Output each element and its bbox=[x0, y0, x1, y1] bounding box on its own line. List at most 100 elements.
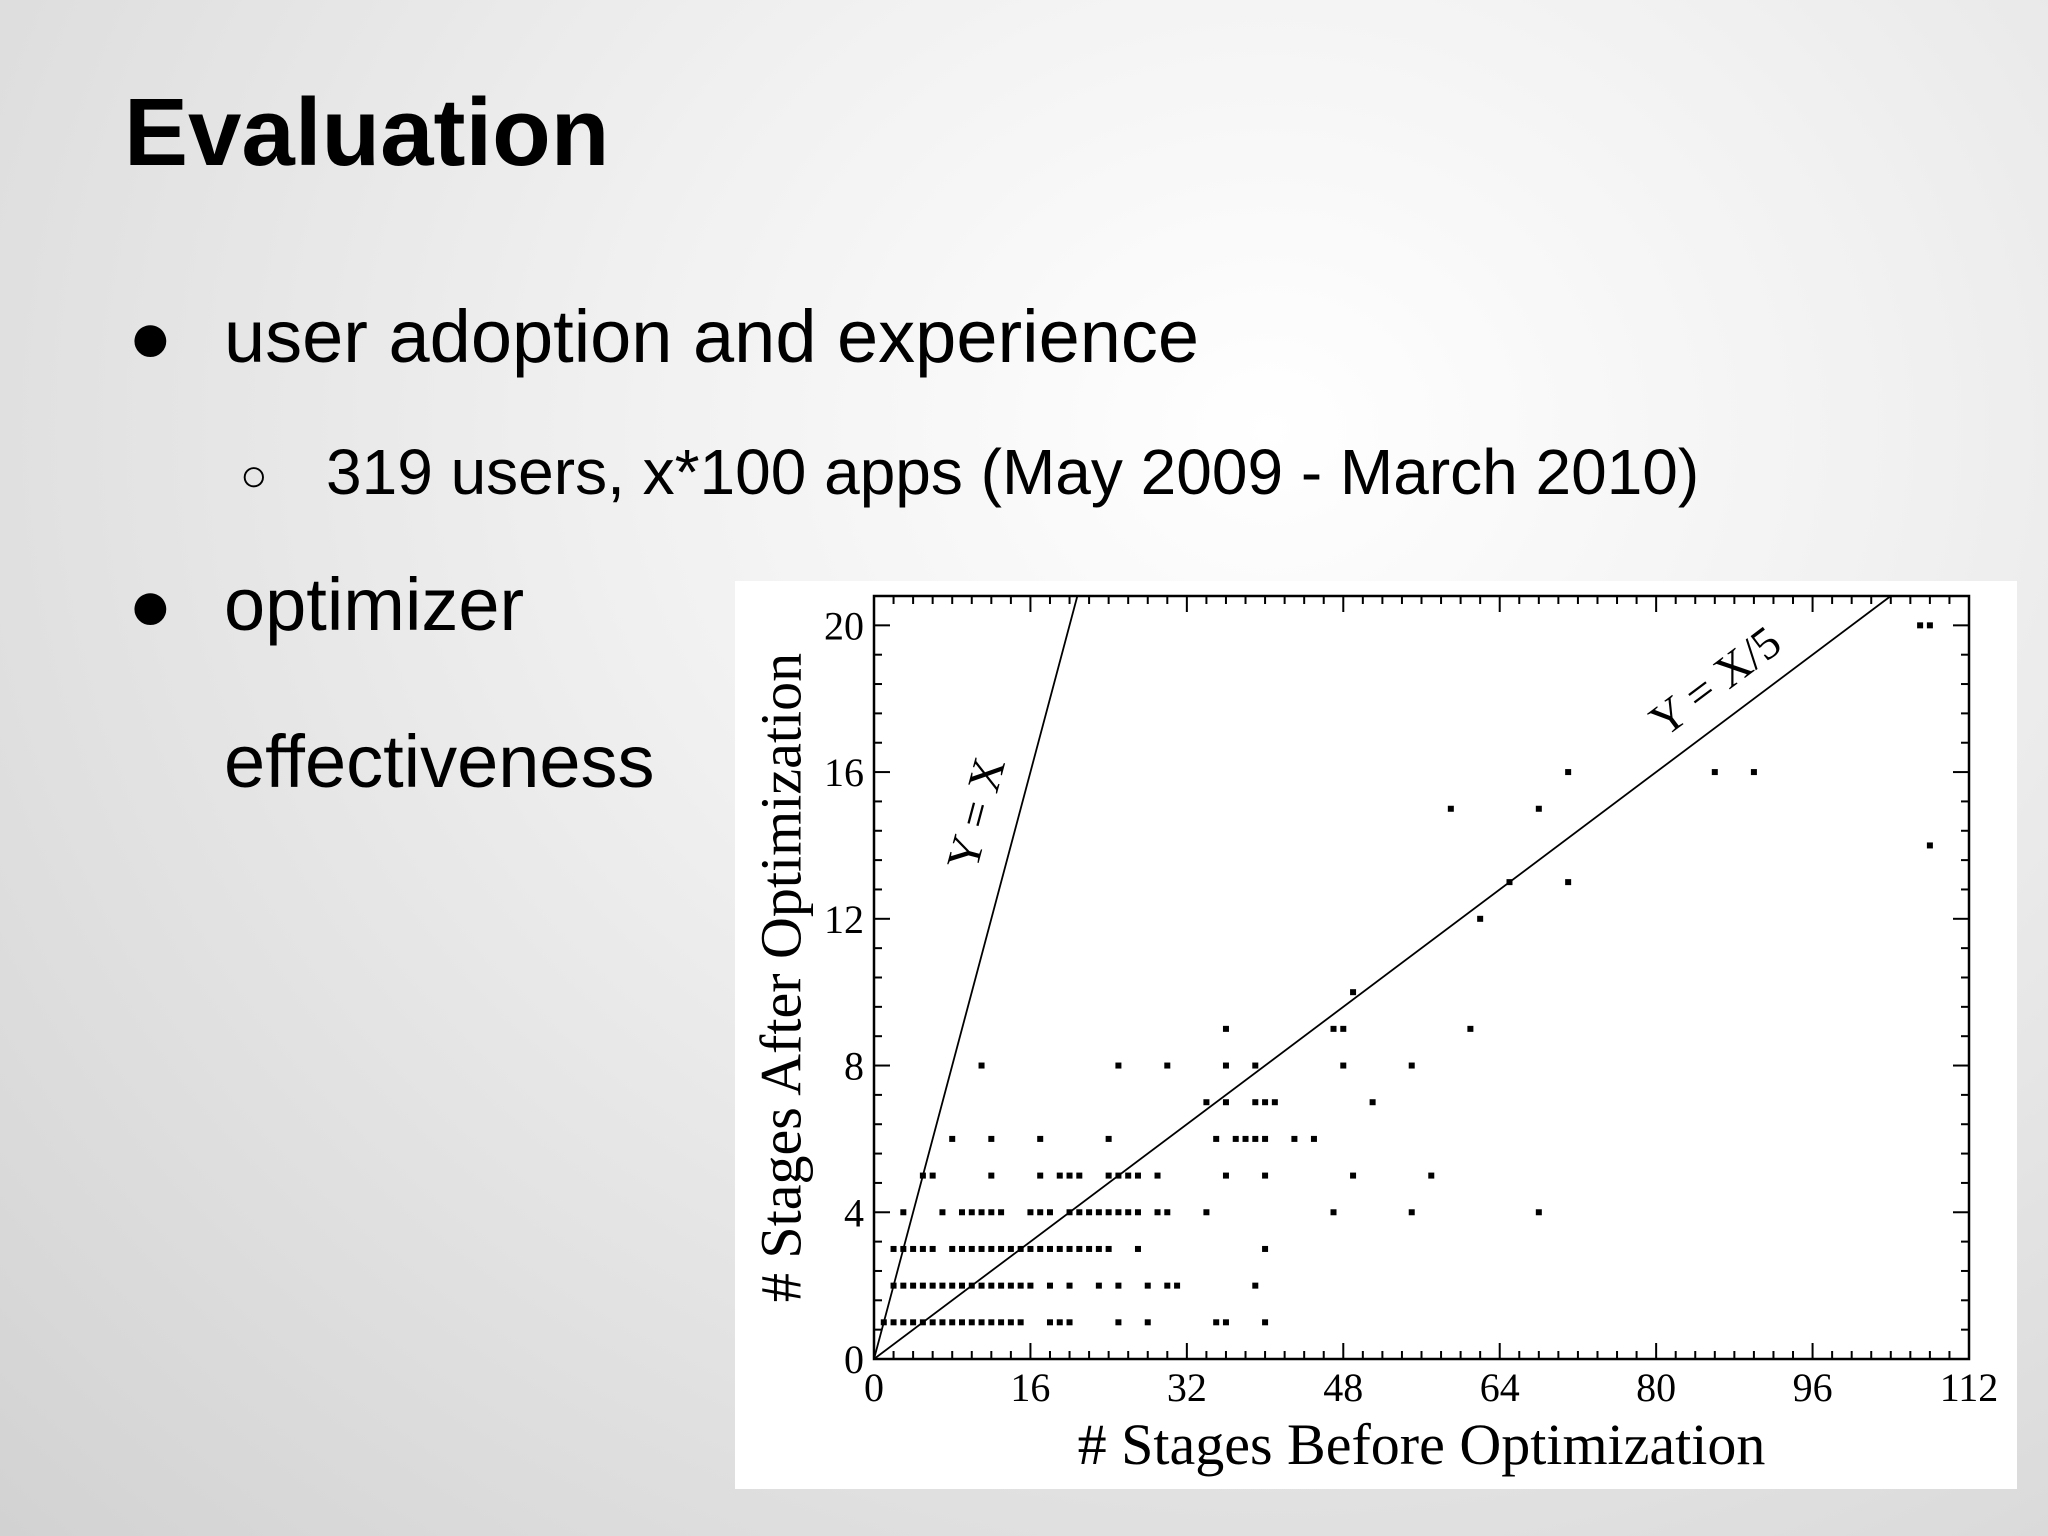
y-tick-label: 8 bbox=[844, 1044, 864, 1089]
data-point bbox=[1262, 1245, 1269, 1252]
data-point bbox=[1037, 1209, 1044, 1216]
data-point bbox=[988, 1245, 995, 1252]
data-point bbox=[1428, 1172, 1435, 1179]
data-point bbox=[939, 1209, 946, 1216]
y-tick-label: 0 bbox=[844, 1337, 864, 1382]
data-point bbox=[949, 1319, 956, 1326]
data-point bbox=[1222, 1025, 1229, 1032]
data-point bbox=[1330, 1209, 1337, 1216]
data-point bbox=[1027, 1282, 1034, 1289]
data-point bbox=[978, 1209, 985, 1216]
slide-title: Evaluation bbox=[124, 79, 610, 186]
data-point bbox=[1037, 1135, 1044, 1142]
data-point bbox=[1105, 1135, 1112, 1142]
data-point bbox=[978, 1062, 985, 1069]
data-point bbox=[1506, 879, 1513, 886]
data-point bbox=[1066, 1209, 1073, 1216]
data-point bbox=[1447, 805, 1454, 812]
reference-line bbox=[873, 595, 1892, 1360]
data-point bbox=[929, 1319, 936, 1326]
data-point bbox=[1105, 1209, 1112, 1216]
data-point bbox=[1046, 1319, 1053, 1326]
data-point bbox=[910, 1282, 917, 1289]
data-point bbox=[1115, 1282, 1122, 1289]
data-point bbox=[1252, 1282, 1259, 1289]
data-point bbox=[1134, 1245, 1141, 1252]
data-point bbox=[1056, 1319, 1063, 1326]
data-point bbox=[1095, 1282, 1102, 1289]
data-point bbox=[998, 1245, 1005, 1252]
data-point bbox=[1105, 1172, 1112, 1179]
data-point bbox=[988, 1172, 995, 1179]
data-point bbox=[1134, 1209, 1141, 1216]
sub-bullet-users-apps: 319 users, x*100 apps (May 2009 - March … bbox=[326, 436, 1700, 508]
data-point bbox=[1252, 1135, 1259, 1142]
data-point bbox=[1086, 1245, 1093, 1252]
data-point bbox=[949, 1135, 956, 1142]
data-point bbox=[1222, 1172, 1229, 1179]
data-point bbox=[1115, 1209, 1122, 1216]
data-point bbox=[1007, 1319, 1014, 1326]
reference-lines: Y = X Y = X/5 bbox=[873, 595, 1892, 1360]
data-point bbox=[1330, 1025, 1337, 1032]
data-point bbox=[988, 1135, 995, 1142]
data-point bbox=[1017, 1245, 1024, 1252]
reference-line-label: Y = X bbox=[936, 752, 1015, 875]
data-point bbox=[988, 1209, 995, 1216]
data-point bbox=[1262, 1135, 1269, 1142]
y-tick-label: 12 bbox=[824, 897, 864, 942]
data-point bbox=[1408, 1062, 1415, 1069]
data-point bbox=[1105, 1245, 1112, 1252]
data-point bbox=[1262, 1099, 1269, 1106]
data-point bbox=[919, 1172, 926, 1179]
data-point bbox=[1222, 1099, 1229, 1106]
data-point bbox=[939, 1282, 946, 1289]
data-point bbox=[1037, 1172, 1044, 1179]
data-point bbox=[1340, 1062, 1347, 1069]
data-point bbox=[919, 1282, 926, 1289]
data-point bbox=[1144, 1319, 1151, 1326]
data-points bbox=[880, 622, 1933, 1326]
data-point bbox=[1252, 1099, 1259, 1106]
bullet-optimizer-continued: effectiveness bbox=[224, 720, 655, 803]
bullet-optimizer: optimizer bbox=[224, 563, 525, 646]
data-point bbox=[1066, 1282, 1073, 1289]
data-point bbox=[1115, 1319, 1122, 1326]
data-point bbox=[988, 1319, 995, 1326]
x-tick-label: 64 bbox=[1480, 1365, 1520, 1410]
data-point bbox=[1076, 1245, 1083, 1252]
data-point bbox=[1750, 769, 1757, 776]
data-point bbox=[890, 1245, 897, 1252]
data-point bbox=[1164, 1282, 1171, 1289]
x-tick-label: 16 bbox=[1010, 1365, 1050, 1410]
x-axis-label: # Stages Before Optimization bbox=[1078, 1412, 1766, 1477]
data-point bbox=[1095, 1209, 1102, 1216]
y-axis-label: # Stages After Optimization bbox=[748, 653, 813, 1302]
data-point bbox=[1203, 1099, 1210, 1106]
data-point bbox=[1164, 1062, 1171, 1069]
data-point bbox=[1350, 989, 1357, 996]
data-point bbox=[1115, 1172, 1122, 1179]
data-point bbox=[900, 1282, 907, 1289]
data-point bbox=[1007, 1245, 1014, 1252]
data-point bbox=[1222, 1062, 1229, 1069]
data-point bbox=[968, 1319, 975, 1326]
data-point bbox=[998, 1319, 1005, 1326]
data-point bbox=[1350, 1172, 1357, 1179]
data-point bbox=[1222, 1319, 1229, 1326]
data-point bbox=[1535, 805, 1542, 812]
data-point bbox=[1144, 1282, 1151, 1289]
data-point bbox=[1252, 1062, 1259, 1069]
data-point bbox=[1262, 1172, 1269, 1179]
sub-bullet-marker: ○ bbox=[240, 449, 268, 501]
data-point bbox=[890, 1319, 897, 1326]
data-point bbox=[900, 1209, 907, 1216]
data-point bbox=[1477, 915, 1484, 922]
x-tick-label: 0 bbox=[864, 1365, 884, 1410]
data-point bbox=[949, 1282, 956, 1289]
data-point bbox=[1076, 1209, 1083, 1216]
data-point bbox=[1926, 842, 1933, 849]
data-point bbox=[900, 1319, 907, 1326]
data-point bbox=[939, 1319, 946, 1326]
data-point bbox=[1066, 1245, 1073, 1252]
